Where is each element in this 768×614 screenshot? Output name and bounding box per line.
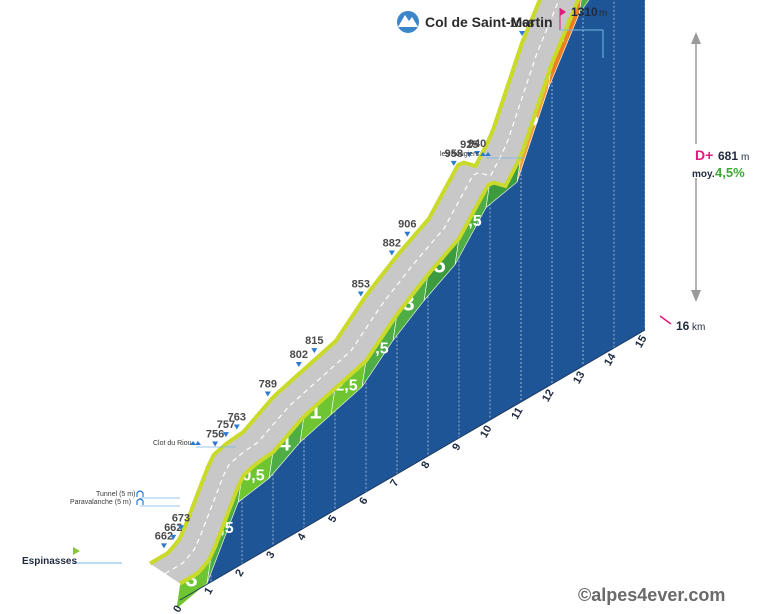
start-name: Espinasses xyxy=(22,556,77,567)
place-label: les Rougiers xyxy=(440,151,479,158)
altitude-pointer-icon xyxy=(404,231,411,237)
altitude-label: 958 xyxy=(445,148,463,160)
altitude-label: 906 xyxy=(398,219,416,231)
altitude-label: 925 xyxy=(460,139,478,151)
altitude-pointer-icon xyxy=(170,534,177,540)
summit-altitude: 1310 xyxy=(571,5,598,19)
road-edge-front xyxy=(178,0,581,586)
place-label: Tunnel (5 m) xyxy=(96,491,135,498)
road-surface xyxy=(150,0,579,584)
altitude-pointer-icon xyxy=(311,348,318,354)
elevation-gain-value: 681 xyxy=(718,149,738,163)
altitude-pointer-icon xyxy=(295,362,302,368)
altitude-pointer-icon xyxy=(233,424,240,430)
altitude-label: 662 xyxy=(155,530,173,542)
summit-name: Col de Saint-Martin xyxy=(425,14,553,30)
tunnel-icon xyxy=(136,490,144,497)
average-gradient-value: 4,5% xyxy=(715,165,745,180)
place-label: Paravalanche (5 m) xyxy=(70,499,131,506)
km-tick-label: 1 xyxy=(202,586,215,597)
km-tick-label: 12 xyxy=(540,388,557,405)
km-tick-label: 7 xyxy=(388,478,401,489)
summit-flag-icon xyxy=(560,8,566,16)
altitude-pointer-icon xyxy=(222,432,229,438)
km-tick-label: 10 xyxy=(478,424,495,441)
altitude-pointer-icon xyxy=(474,151,481,156)
altitude-label: 853 xyxy=(352,279,370,291)
altitude-pointer-icon xyxy=(519,31,525,36)
altitude-pointer-icon xyxy=(466,152,473,158)
base-line xyxy=(179,329,646,601)
altitude-label: 940 xyxy=(468,138,486,150)
altitude-pointer-icon xyxy=(212,441,219,447)
km-tick-label: 8 xyxy=(419,460,432,471)
total-length: 16 km xyxy=(659,315,705,333)
km-tick-label: 9 xyxy=(450,442,463,453)
altitude-pointer-icon xyxy=(357,291,364,297)
altitude-labels-layer: 6626626737567577637898028158538829069589… xyxy=(70,18,534,549)
arrow-down-icon xyxy=(691,290,701,302)
altitude-label: 802 xyxy=(290,349,308,361)
tunnel-icon xyxy=(136,498,144,505)
altitude-pointer-icon xyxy=(178,525,184,531)
summit-badge: Col de Saint-Martin xyxy=(395,9,553,35)
village-icon xyxy=(480,152,491,156)
km-tick-label: 15 xyxy=(633,334,650,351)
altitude-label: 882 xyxy=(383,237,401,249)
altitude-pointer-icon xyxy=(450,160,457,166)
altitude-label: 662 xyxy=(164,522,182,534)
start-flag-icon xyxy=(73,547,80,555)
km-tick-label: 11 xyxy=(509,406,525,422)
altitude-pointer-icon xyxy=(160,543,167,549)
road-center-line xyxy=(164,0,560,575)
elevation-gain-unit: m xyxy=(741,152,749,163)
arrow-up-icon xyxy=(691,32,701,44)
km-tick-label: 13 xyxy=(571,370,588,387)
altitude-label: 1068 xyxy=(510,18,534,30)
road-surface-layer xyxy=(148,0,581,586)
km-tick-label: 0 xyxy=(171,604,184,614)
altitude-label: 763 xyxy=(228,411,246,423)
altitude-pointer-icon xyxy=(264,391,271,397)
altitude-pointer-icon xyxy=(388,250,395,256)
elevation-gain-prefix: D+ xyxy=(695,147,713,163)
road-edge-back xyxy=(148,0,542,566)
summit-altitude-marker: 1310 m xyxy=(559,5,607,58)
mountain-peak-shape xyxy=(398,15,418,27)
km-tick-label: 6 xyxy=(357,496,370,507)
altitude-label: 815 xyxy=(305,335,323,347)
km-tick-label: 2 xyxy=(233,568,246,579)
gradient-segment-face xyxy=(578,0,590,15)
km-tick-label: 3 xyxy=(264,550,277,561)
altitude-label: 756 xyxy=(206,429,224,441)
altitude-label: 789 xyxy=(259,378,277,390)
altitude-label: 757 xyxy=(217,419,235,431)
km-tick-label: 5 xyxy=(326,514,339,525)
altitude-label: 673 xyxy=(172,512,190,524)
place-label: Clot du Riou xyxy=(153,440,192,447)
km-tick-label: 4 xyxy=(295,531,309,543)
elevation-gain-indicator: D+ 681 m moy. 4,5% xyxy=(676,32,750,302)
total-length-unit: km xyxy=(692,322,705,333)
village-icon xyxy=(190,441,201,445)
average-gradient-label: moy. xyxy=(692,169,715,180)
summit-altitude-unit: m xyxy=(599,8,607,19)
total-length-value: 16 xyxy=(676,319,690,333)
start-marker: Espinasses xyxy=(22,547,122,567)
credit-text: ©alpes4ever.com xyxy=(578,585,725,605)
